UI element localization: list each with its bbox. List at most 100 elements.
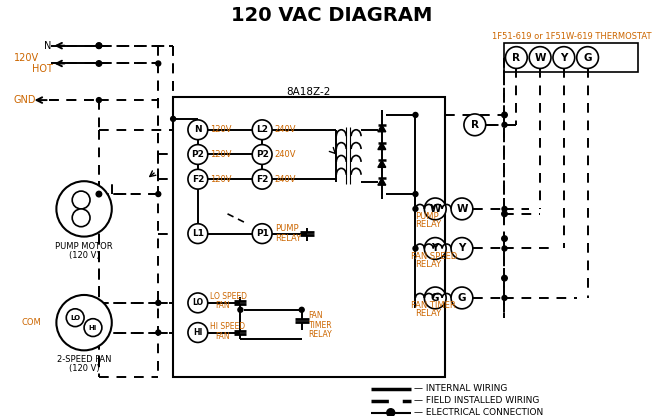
Circle shape — [252, 169, 272, 189]
Circle shape — [72, 191, 90, 209]
Text: LO SPEED: LO SPEED — [210, 292, 247, 301]
Text: 120V: 120V — [14, 52, 39, 62]
Text: R: R — [513, 52, 521, 62]
Circle shape — [56, 295, 112, 350]
Text: — INTERNAL WIRING: — INTERNAL WIRING — [415, 385, 508, 393]
Circle shape — [96, 43, 102, 49]
Circle shape — [502, 236, 507, 241]
Text: 120V: 120V — [210, 150, 231, 159]
Text: P1: P1 — [256, 229, 269, 238]
Text: W: W — [429, 204, 441, 214]
Circle shape — [451, 238, 473, 259]
Circle shape — [424, 287, 446, 309]
Circle shape — [156, 191, 161, 197]
Text: TIMER: TIMER — [309, 321, 332, 330]
Circle shape — [505, 47, 527, 68]
Text: L1: L1 — [192, 229, 204, 238]
Text: G: G — [431, 293, 440, 303]
Circle shape — [96, 43, 102, 49]
Circle shape — [553, 47, 575, 68]
Circle shape — [502, 207, 507, 211]
Text: — FIELD INSTALLED WIRING: — FIELD INSTALLED WIRING — [415, 396, 540, 405]
Circle shape — [451, 287, 473, 309]
Circle shape — [502, 246, 507, 251]
Text: 8A18Z-2: 8A18Z-2 — [287, 87, 331, 97]
Text: R: R — [471, 120, 479, 130]
Text: HOT: HOT — [31, 65, 52, 75]
Polygon shape — [378, 160, 386, 167]
Circle shape — [252, 145, 272, 164]
Text: GND: GND — [14, 95, 36, 105]
Text: FAN TIMER: FAN TIMER — [411, 301, 456, 310]
Circle shape — [188, 169, 208, 189]
Circle shape — [156, 330, 161, 335]
Text: N: N — [194, 125, 202, 134]
Circle shape — [577, 47, 598, 68]
Text: 2-SPEED FAN: 2-SPEED FAN — [57, 355, 111, 364]
Text: Y: Y — [458, 243, 466, 253]
Circle shape — [156, 300, 161, 305]
Text: L2: L2 — [256, 125, 268, 134]
Text: 240V: 240V — [274, 175, 295, 184]
Text: W: W — [535, 52, 546, 62]
Text: P2: P2 — [192, 150, 204, 159]
Circle shape — [56, 181, 112, 237]
Text: LO: LO — [70, 315, 80, 321]
Text: G: G — [458, 293, 466, 303]
Text: COM: COM — [22, 318, 42, 327]
Circle shape — [66, 309, 84, 327]
Circle shape — [252, 224, 272, 243]
Circle shape — [72, 209, 90, 227]
Circle shape — [424, 238, 446, 259]
Text: 240V: 240V — [274, 125, 295, 134]
Text: 120 VAC DIAGRAM: 120 VAC DIAGRAM — [230, 5, 432, 25]
Text: G: G — [584, 52, 592, 62]
Text: HI: HI — [89, 325, 97, 331]
Circle shape — [413, 191, 418, 197]
Circle shape — [96, 98, 101, 103]
Bar — [173, 97, 445, 377]
Circle shape — [299, 307, 304, 312]
Text: Y: Y — [560, 52, 567, 62]
Circle shape — [96, 191, 102, 197]
Polygon shape — [378, 178, 386, 185]
Polygon shape — [378, 142, 386, 150]
Circle shape — [413, 112, 418, 117]
Text: F2: F2 — [192, 175, 204, 184]
Text: 240V: 240V — [274, 150, 295, 159]
Circle shape — [451, 198, 473, 220]
Circle shape — [502, 295, 507, 300]
Text: RELAY: RELAY — [275, 234, 301, 243]
Circle shape — [96, 61, 102, 66]
Circle shape — [502, 112, 507, 118]
Polygon shape — [378, 125, 386, 132]
Text: HI SPEED: HI SPEED — [210, 322, 245, 331]
Text: RELAY: RELAY — [309, 330, 332, 339]
Text: F2: F2 — [256, 175, 268, 184]
Circle shape — [188, 145, 208, 164]
Circle shape — [156, 61, 161, 66]
Circle shape — [188, 323, 208, 342]
Circle shape — [529, 47, 551, 68]
Text: N: N — [44, 41, 51, 51]
Circle shape — [387, 409, 395, 416]
Text: (120 V): (120 V) — [69, 364, 99, 372]
Text: 120V: 120V — [210, 175, 231, 184]
Text: PUMP: PUMP — [275, 224, 299, 233]
Circle shape — [171, 116, 176, 122]
Text: W: W — [456, 204, 468, 214]
Circle shape — [502, 211, 507, 217]
Text: Y: Y — [431, 243, 439, 253]
Text: FAN: FAN — [216, 301, 230, 310]
Text: FAN: FAN — [216, 332, 230, 341]
Circle shape — [413, 207, 418, 211]
Text: FAN: FAN — [309, 311, 323, 320]
Circle shape — [238, 307, 243, 312]
Text: PUMP: PUMP — [415, 212, 439, 221]
Circle shape — [413, 246, 418, 251]
Text: RELAY: RELAY — [415, 260, 442, 269]
Text: P2: P2 — [256, 150, 269, 159]
Text: PUMP MOTOR: PUMP MOTOR — [55, 242, 113, 251]
Text: FAN SPEED: FAN SPEED — [411, 252, 457, 261]
Text: HI: HI — [193, 328, 202, 337]
